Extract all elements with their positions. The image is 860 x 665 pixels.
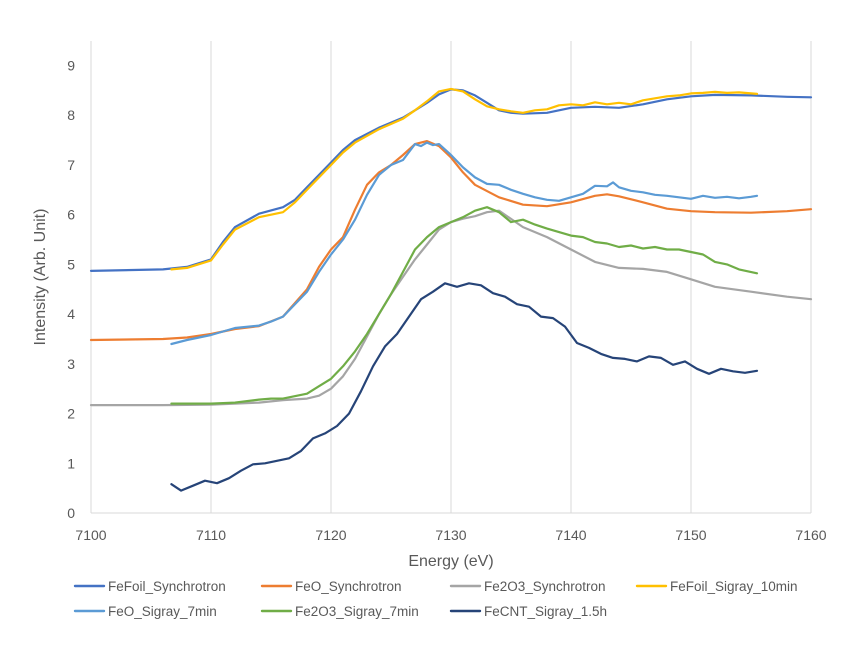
legend-label: FeCNT_Sigray_1.5h [484, 604, 607, 619]
legend-label: FeO_Sigray_7min [108, 604, 217, 619]
series-lines [89, 87, 813, 492]
legend-item: FeO_Sigray_7min [73, 604, 217, 619]
y-tick-label: 0 [67, 505, 75, 521]
x-tick-label: 7100 [75, 527, 106, 543]
legend: FeFoil_Synchrotron FeO_Synchrotron Fe2O3_S… [73, 579, 798, 619]
axis-ticks: 7100 7110 7120 7130 7140 7150 7160 0 1 2 3 4 5 6 7 8 9 [67, 58, 827, 543]
x-axis-label: Energy (eV) [408, 553, 493, 570]
y-tick-label: 1 [67, 455, 75, 471]
legend-item: FeFoil_Sigray_10min [635, 579, 798, 594]
y-tick-label: 3 [67, 356, 75, 372]
legend-item: Fe2O3_Sigray_7min [260, 604, 419, 619]
legend-item: Fe2O3_Synchrotron [449, 579, 606, 594]
y-tick-label: 8 [67, 107, 75, 123]
grid [90, 41, 812, 514]
y-tick-label: 2 [67, 406, 75, 422]
x-tick-label: 7110 [196, 527, 226, 543]
legend-label: FeFoil_Sigray_10min [670, 579, 798, 594]
series-line-FeO_Sigray_7min [170, 141, 759, 346]
legend-label: FeFoil_Synchrotron [108, 579, 226, 594]
legend-item: FeFoil_Synchrotron [73, 579, 226, 594]
legend-label: Fe2O3_Sigray_7min [295, 604, 419, 619]
y-axis-label: Intensity (Arb. Unit) [32, 209, 49, 346]
legend-item: FeCNT_Sigray_1.5h [449, 604, 607, 619]
legend-label: FeO_Synchrotron [295, 579, 402, 594]
series-line-FeFoil_Sigray_10min [170, 87, 759, 271]
legend-item: FeO_Synchrotron [260, 579, 402, 594]
y-tick-label: 5 [67, 256, 75, 272]
series-line-FeFoil_Synchrotron [89, 88, 813, 272]
series-line-Fe2O3_Synchrotron [89, 209, 813, 407]
y-tick-label: 6 [67, 207, 75, 223]
x-tick-label: 7130 [435, 527, 466, 543]
y-tick-label: 7 [67, 157, 75, 173]
x-tick-label: 7120 [315, 527, 346, 543]
y-tick-label: 4 [67, 306, 75, 322]
series-line-Fe2O3_Sigray_7min [170, 206, 759, 405]
y-tick-label: 9 [67, 58, 75, 74]
x-tick-label: 7150 [675, 527, 706, 543]
x-tick-label: 7160 [795, 527, 826, 543]
legend-label: Fe2O3_Synchrotron [484, 579, 606, 594]
x-tick-label: 7140 [555, 527, 586, 543]
series-line-FeCNT_Sigray_1.5h [170, 282, 759, 492]
